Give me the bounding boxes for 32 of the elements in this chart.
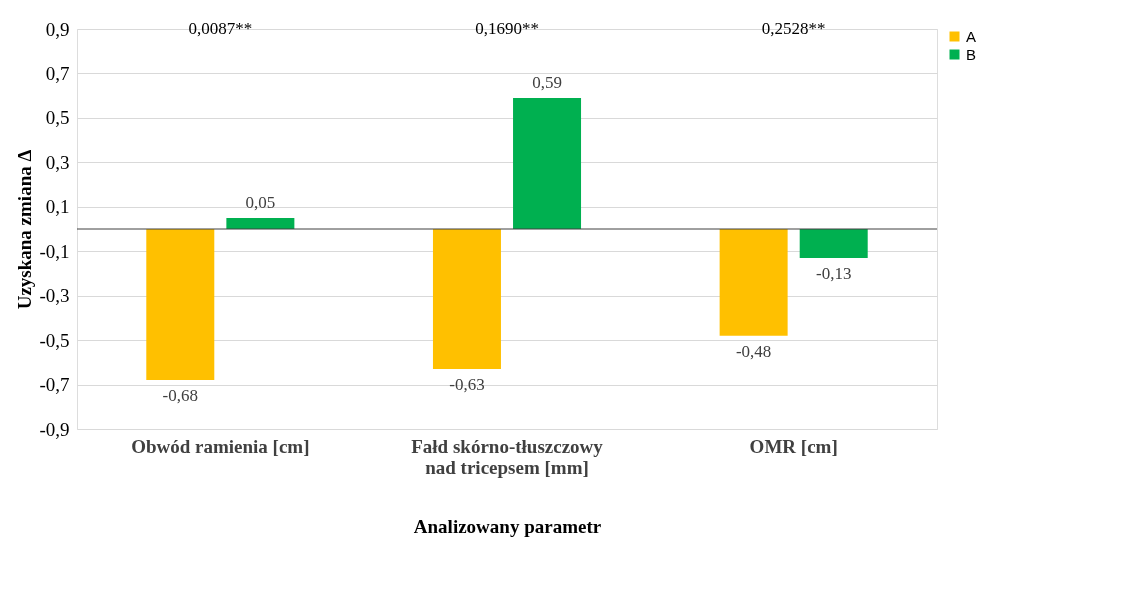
- annotation: 0,0087**: [188, 19, 253, 38]
- y-tick-label: -0,1: [39, 240, 70, 262]
- data-label: -0,68: [162, 386, 199, 406]
- bar: [799, 229, 868, 258]
- x-tick-label: Fałd skórno-tłuszczowy nad tricepsem [mm]: [411, 435, 604, 478]
- data-label: -0,13: [815, 263, 852, 283]
- bar: [513, 97, 582, 229]
- bar: [226, 217, 295, 229]
- y-tick-label: 0,1: [45, 196, 70, 218]
- annotation: 0,2528**: [761, 19, 826, 38]
- bar: [719, 229, 788, 336]
- legend-label: A: [966, 27, 977, 45]
- x-tick-label: OMR [cm]: [749, 435, 838, 457]
- y-tick-label: -0,5: [39, 329, 70, 351]
- data-label: -0,48: [735, 341, 772, 361]
- y-tick-label: -0,9: [39, 418, 70, 440]
- data-label: -0,63: [449, 375, 485, 394]
- annotation: 0,1690**: [475, 19, 539, 38]
- x-axis-title: Analizowany parametr: [413, 515, 602, 537]
- y-tick-label: 0,7: [45, 62, 70, 84]
- y-tick-label: 0,3: [45, 151, 70, 173]
- data-label: 0,05: [245, 192, 276, 212]
- data-label: 0,59: [532, 72, 562, 92]
- y-tick-label: 0,9: [45, 18, 70, 40]
- y-axis-title: Uzyskana zmiana Δ: [14, 149, 36, 310]
- bar: [432, 229, 501, 369]
- x-tick-label: Obwód ramienia [cm]: [131, 435, 310, 457]
- bar: [146, 229, 215, 381]
- y-tick-label: 0,5: [45, 107, 70, 129]
- y-tick-label: -0,3: [39, 285, 70, 307]
- legend-label: B: [966, 45, 977, 63]
- y-tick-label: -0,7: [39, 374, 70, 396]
